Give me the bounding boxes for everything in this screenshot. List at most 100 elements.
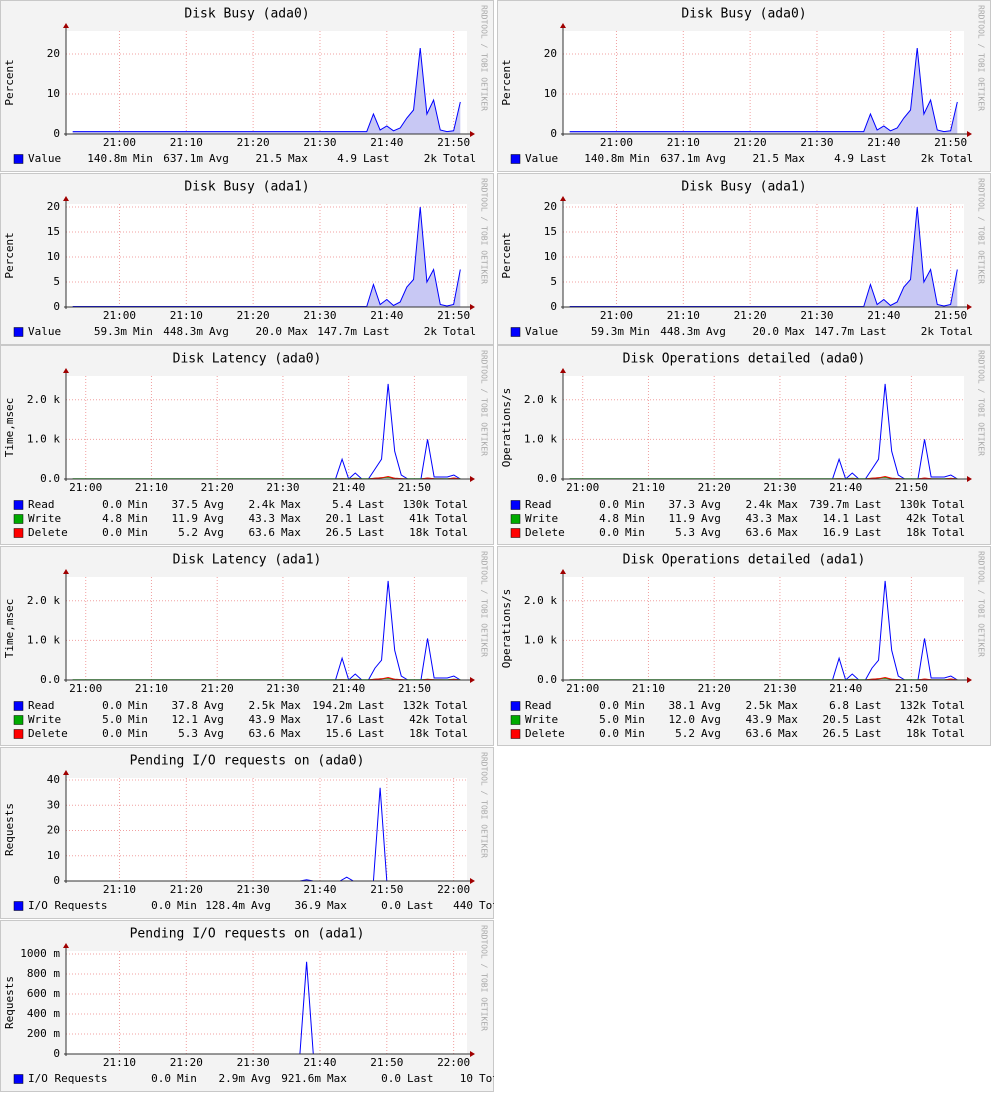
x-tick-label: 21:20 <box>734 136 767 149</box>
plot-area <box>563 376 964 479</box>
y-tick-label: 1000 m <box>20 947 60 960</box>
graph-title: Disk Busy (ada0) <box>681 7 806 22</box>
legend-stat-label: Min <box>128 526 148 539</box>
legend-stat-label: Last <box>363 325 390 338</box>
plot-area <box>66 577 467 680</box>
legend-stat: 18k <box>409 526 429 539</box>
y-tick-label: 10 <box>544 250 557 263</box>
x-tick-label: 22:00 <box>437 1056 470 1069</box>
axis-arrow <box>63 196 69 201</box>
legend-stat-label: Total <box>932 727 965 740</box>
x-tick-label: 21:10 <box>632 481 665 494</box>
legend-label: Write <box>525 713 558 726</box>
legend-stat: 20.0 <box>256 325 283 338</box>
legend-stat: 147.7m <box>814 325 854 338</box>
watermark: RRDTOOL / TOBI OETIKER <box>977 5 986 111</box>
legend-stat: 42k <box>906 512 926 525</box>
legend-stat: 43.3 <box>746 512 773 525</box>
axis-arrow <box>967 304 972 310</box>
series-area <box>569 48 958 134</box>
y-tick-label: 0 <box>53 127 60 140</box>
legend-stat-label: Min <box>177 899 197 912</box>
axis-arrow <box>470 476 475 482</box>
graph-title: Disk Busy (ada1) <box>184 180 309 195</box>
graph-panel: Disk Latency (ada1) RRDTOOL / TOBI OETIKE… <box>0 546 494 746</box>
series-area <box>72 207 461 307</box>
plot-area <box>66 376 467 479</box>
legend-stat-label: Avg <box>701 727 721 740</box>
legend-stat: 20.5 <box>823 713 850 726</box>
graph-panel: Disk Busy (ada1) RRDTOOL / TOBI OETIKER Pe… <box>497 173 991 345</box>
legend-stat-label: Max <box>281 727 301 740</box>
legend-stat: 18k <box>409 727 429 740</box>
y-tick-label: 0 <box>53 300 60 313</box>
axis-arrow <box>63 23 69 28</box>
legend-stat-label: Last <box>407 899 434 912</box>
legend-label: Write <box>525 512 558 525</box>
legend-label: Delete <box>28 526 68 539</box>
legend-stat-label: Max <box>327 899 347 912</box>
legend-stat: 0.0 <box>151 1072 171 1085</box>
legend-swatch <box>13 901 24 911</box>
watermark: RRDTOOL / TOBI OETIKER <box>977 350 986 456</box>
legend-stat-label: Min <box>133 152 153 165</box>
x-tick-label: 21:30 <box>266 682 299 695</box>
legend-stat-label: Last <box>855 512 882 525</box>
legend-swatch <box>13 715 24 725</box>
axis-arrow <box>470 131 475 137</box>
x-tick-label: 21:00 <box>566 481 599 494</box>
legend-stat: 63.6 <box>249 526 276 539</box>
graph-panel: Disk Operations detailed (ada1) RRDTOOL /… <box>497 546 991 746</box>
legend-stat: 38.1 <box>669 699 696 712</box>
y-tick-label: 1.0 k <box>27 633 60 646</box>
legend-stat-label: Last <box>855 526 882 539</box>
legend-stat: 0.0 <box>599 699 619 712</box>
y-tick-label: 10 <box>544 87 557 100</box>
legend-stat: 2.4k <box>746 498 773 511</box>
legend-stat: 5.0 <box>102 713 122 726</box>
y-axis-label: Time,msec <box>3 599 16 659</box>
legend-label: Value <box>525 152 558 165</box>
legend-stat-label: Max <box>778 498 798 511</box>
legend-stat: 59.3m <box>591 325 624 338</box>
legend-stat: 147.7m <box>317 325 357 338</box>
legend-stat: 37.5 <box>172 498 199 511</box>
legend-stat-label: Last <box>407 1072 434 1085</box>
axis-arrow <box>560 196 566 201</box>
legend-stat-label: Total <box>435 699 468 712</box>
legend-label: Value <box>525 325 558 338</box>
y-axis-label: Percent <box>500 232 513 278</box>
x-tick-label: 21:50 <box>370 883 403 896</box>
x-tick-label: 21:30 <box>303 309 336 322</box>
legend-stat-label: Max <box>281 498 301 511</box>
legend-stat: 43.9 <box>746 713 773 726</box>
legend-swatch <box>510 701 521 711</box>
x-tick-label: 21:30 <box>800 309 833 322</box>
y-tick-label: 20 <box>544 47 557 60</box>
legend-stat: 0.0 <box>599 526 619 539</box>
legend-stat: 21.5 <box>753 152 780 165</box>
legend-stat: 2k <box>424 325 438 338</box>
y-axis-label: Requests <box>3 976 16 1029</box>
watermark: RRDTOOL / TOBI OETIKER <box>480 178 489 284</box>
x-tick-label: 21:40 <box>303 883 336 896</box>
legend-label: Write <box>28 512 61 525</box>
legend-stat: 0.0 <box>599 498 619 511</box>
legend-stat: 4.8 <box>599 512 619 525</box>
x-tick-label: 21:50 <box>398 682 431 695</box>
legend-label: Delete <box>28 727 68 740</box>
legend-stat: 42k <box>409 713 429 726</box>
y-tick-label: 40 <box>47 773 60 786</box>
legend-stat-label: Max <box>785 325 805 338</box>
y-tick-label: 0.0 <box>40 673 60 686</box>
x-tick-label: 21:00 <box>566 682 599 695</box>
x-tick-label: 21:40 <box>370 309 403 322</box>
legend-stat: 5.3 <box>675 526 695 539</box>
y-tick-label: 10 <box>47 849 60 862</box>
watermark: RRDTOOL / TOBI OETIKER <box>977 551 986 657</box>
x-tick-label: 21:30 <box>763 682 796 695</box>
x-tick-label: 21:10 <box>170 309 203 322</box>
x-tick-label: 21:20 <box>201 682 234 695</box>
legend-stat: 637.1m <box>163 152 203 165</box>
